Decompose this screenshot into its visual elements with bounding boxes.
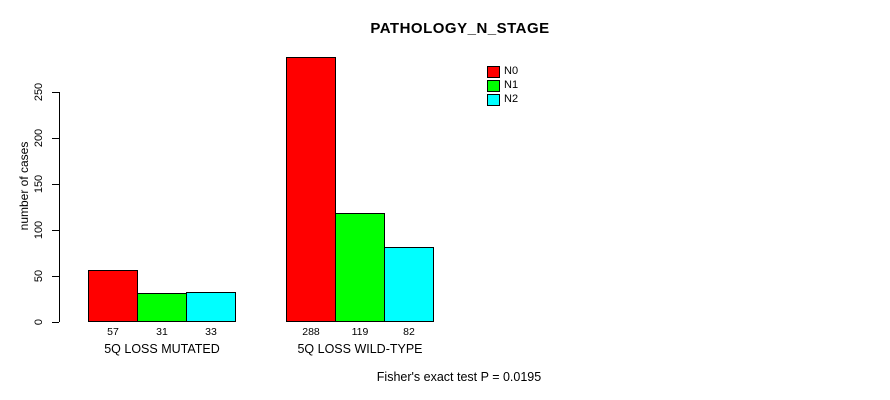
bar-N0-1 (88, 270, 138, 322)
legend-label-N1: N1 (504, 79, 519, 91)
y-tick-mark (52, 138, 59, 139)
bar-N2-2 (384, 247, 434, 322)
bar-value-label: 31 (156, 326, 168, 338)
y-tick-mark (52, 92, 59, 93)
y-tick-label: 0 (33, 318, 45, 326)
legend-swatch-N1 (487, 80, 500, 92)
y-axis-label: number of cases (17, 141, 31, 231)
y-tick-mark (52, 276, 59, 277)
bar-N2-1 (186, 292, 236, 322)
bar-N0-2 (286, 57, 336, 322)
y-axis-line (59, 92, 60, 322)
bar-value-label: 57 (107, 326, 119, 338)
y-tick-label: 100 (33, 220, 45, 240)
legend-swatch-N0 (487, 66, 500, 78)
category-label: 5Q LOSS MUTATED (104, 342, 220, 356)
statistics-annotation: Fisher's exact test P = 0.0195 (376, 370, 542, 384)
bar-N1-2 (335, 213, 385, 322)
bar-N1-1 (137, 293, 187, 322)
y-tick-label: 250 (33, 82, 45, 102)
bar-value-label: 82 (403, 326, 415, 338)
y-tick-mark (52, 184, 59, 185)
category-label: 5Q LOSS WILD-TYPE (297, 342, 423, 356)
y-tick-label: 50 (33, 269, 45, 283)
y-tick-label: 200 (33, 128, 45, 148)
chart-title: PATHOLOGY_N_STAGE (370, 20, 550, 37)
bar-value-label: 33 (205, 326, 217, 338)
legend-label-N2: N2 (504, 93, 519, 105)
bar-value-label: 119 (351, 326, 369, 338)
legend-swatch-N2 (487, 94, 500, 106)
y-tick-label: 150 (33, 174, 45, 194)
bar-value-label: 288 (302, 326, 320, 338)
y-tick-mark (52, 230, 59, 231)
legend-label-N0: N0 (504, 65, 519, 77)
y-tick-mark (52, 322, 59, 323)
